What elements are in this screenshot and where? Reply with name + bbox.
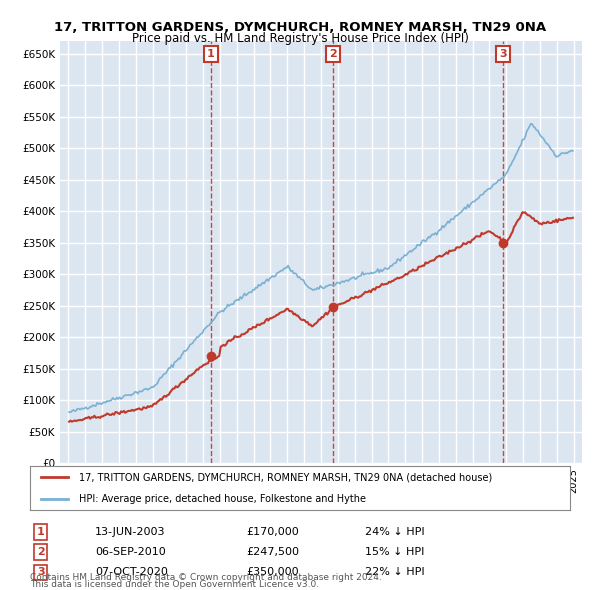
Text: HPI: Average price, detached house, Folkestone and Hythe: HPI: Average price, detached house, Folk… — [79, 494, 365, 504]
Text: 22% ↓ HPI: 22% ↓ HPI — [365, 568, 424, 577]
Text: Contains HM Land Registry data © Crown copyright and database right 2024.: Contains HM Land Registry data © Crown c… — [30, 573, 382, 582]
Text: 17, TRITTON GARDENS, DYMCHURCH, ROMNEY MARSH, TN29 0NA: 17, TRITTON GARDENS, DYMCHURCH, ROMNEY M… — [54, 21, 546, 34]
Text: 3: 3 — [499, 49, 506, 59]
Text: 17, TRITTON GARDENS, DYMCHURCH, ROMNEY MARSH, TN29 0NA (detached house): 17, TRITTON GARDENS, DYMCHURCH, ROMNEY M… — [79, 472, 492, 482]
Text: £170,000: £170,000 — [246, 527, 299, 537]
Text: 3: 3 — [37, 568, 44, 577]
Text: 1: 1 — [37, 527, 44, 537]
Text: 24% ↓ HPI: 24% ↓ HPI — [365, 527, 424, 537]
Text: 2: 2 — [329, 49, 337, 59]
Text: 1: 1 — [207, 49, 215, 59]
Text: 13-JUN-2003: 13-JUN-2003 — [95, 527, 166, 537]
Text: £350,000: £350,000 — [246, 568, 299, 577]
Text: 07-OCT-2020: 07-OCT-2020 — [95, 568, 167, 577]
Text: 06-SEP-2010: 06-SEP-2010 — [95, 548, 166, 557]
Text: 15% ↓ HPI: 15% ↓ HPI — [365, 548, 424, 557]
Text: Price paid vs. HM Land Registry's House Price Index (HPI): Price paid vs. HM Land Registry's House … — [131, 32, 469, 45]
Text: This data is licensed under the Open Government Licence v3.0.: This data is licensed under the Open Gov… — [30, 580, 319, 589]
Text: 2: 2 — [37, 548, 44, 557]
Text: £247,500: £247,500 — [246, 548, 299, 557]
